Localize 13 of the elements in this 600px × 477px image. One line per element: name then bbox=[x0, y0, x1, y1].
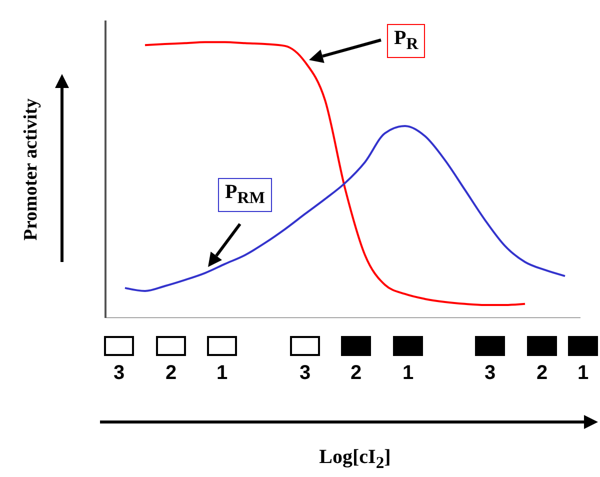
text: 3 bbox=[298, 362, 312, 385]
text: 2 bbox=[349, 362, 363, 385]
text: 1 bbox=[401, 362, 415, 385]
text: P$_{R}$ bbox=[387, 24, 426, 58]
text: 2 bbox=[164, 362, 178, 385]
series-label: P$_{RM}$ bbox=[218, 178, 272, 212]
text: 2 bbox=[535, 362, 549, 385]
text: 3 bbox=[112, 362, 126, 385]
text: 3 bbox=[483, 362, 497, 385]
y-axis-title: Promoter activity bbox=[20, 98, 42, 241]
text: 1 bbox=[576, 362, 590, 385]
text: Log[cI$_{2}$] bbox=[318, 446, 392, 473]
text: 1 bbox=[215, 362, 229, 385]
